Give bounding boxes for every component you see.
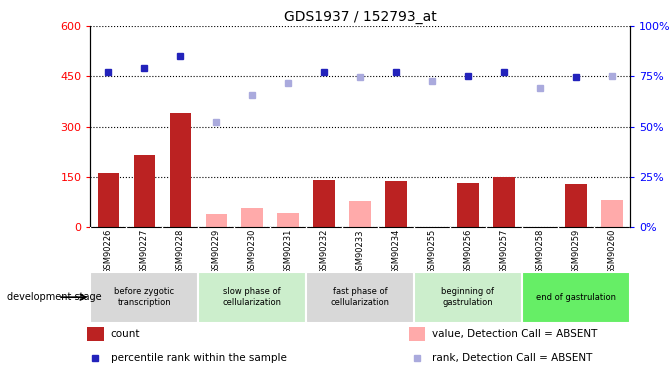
Text: GSM90226: GSM90226 xyxy=(104,229,113,274)
Text: fast phase of
cellularization: fast phase of cellularization xyxy=(330,288,390,307)
Text: rank, Detection Call = ABSENT: rank, Detection Call = ABSENT xyxy=(432,353,592,363)
Bar xyxy=(87,327,104,340)
Bar xyxy=(306,272,414,322)
Bar xyxy=(98,173,119,227)
Bar xyxy=(241,209,263,227)
Text: GSM90227: GSM90227 xyxy=(140,229,149,274)
Bar xyxy=(170,113,191,227)
Text: count: count xyxy=(111,329,140,339)
Text: GSM90229: GSM90229 xyxy=(212,229,221,274)
Title: GDS1937 / 152793_at: GDS1937 / 152793_at xyxy=(284,10,436,24)
Text: GSM90233: GSM90233 xyxy=(356,229,364,274)
Text: beginning of
gastrulation: beginning of gastrulation xyxy=(442,288,494,307)
Bar xyxy=(601,200,622,227)
Bar xyxy=(277,213,299,227)
Bar xyxy=(457,183,479,227)
Text: GSM90256: GSM90256 xyxy=(464,229,472,274)
Bar xyxy=(206,213,227,227)
Bar xyxy=(414,272,522,322)
Text: GSM90260: GSM90260 xyxy=(607,229,616,274)
Bar xyxy=(385,181,407,227)
Text: slow phase of
cellularization: slow phase of cellularization xyxy=(222,288,282,307)
Bar xyxy=(314,180,335,227)
Bar xyxy=(565,184,587,227)
Text: value, Detection Call = ABSENT: value, Detection Call = ABSENT xyxy=(432,329,598,339)
Text: GSM90258: GSM90258 xyxy=(535,229,545,274)
Bar xyxy=(493,177,515,227)
Text: GSM90255: GSM90255 xyxy=(427,229,437,274)
Text: GSM90228: GSM90228 xyxy=(176,229,185,274)
Text: end of gastrulation: end of gastrulation xyxy=(536,292,616,302)
Bar xyxy=(198,272,306,322)
Text: GSM90232: GSM90232 xyxy=(320,229,329,274)
Text: percentile rank within the sample: percentile rank within the sample xyxy=(111,353,287,363)
Text: before zygotic
transcription: before zygotic transcription xyxy=(115,288,174,307)
Text: GSM90234: GSM90234 xyxy=(391,229,401,274)
Text: development stage: development stage xyxy=(7,292,101,302)
Text: GSM90259: GSM90259 xyxy=(572,229,580,274)
Bar xyxy=(409,327,425,340)
Text: GSM90230: GSM90230 xyxy=(248,229,257,274)
Bar xyxy=(90,272,198,322)
Bar xyxy=(349,201,371,227)
Text: GSM90257: GSM90257 xyxy=(499,229,509,274)
Text: GSM90231: GSM90231 xyxy=(283,229,293,274)
Bar xyxy=(133,155,155,227)
Bar xyxy=(522,272,630,322)
